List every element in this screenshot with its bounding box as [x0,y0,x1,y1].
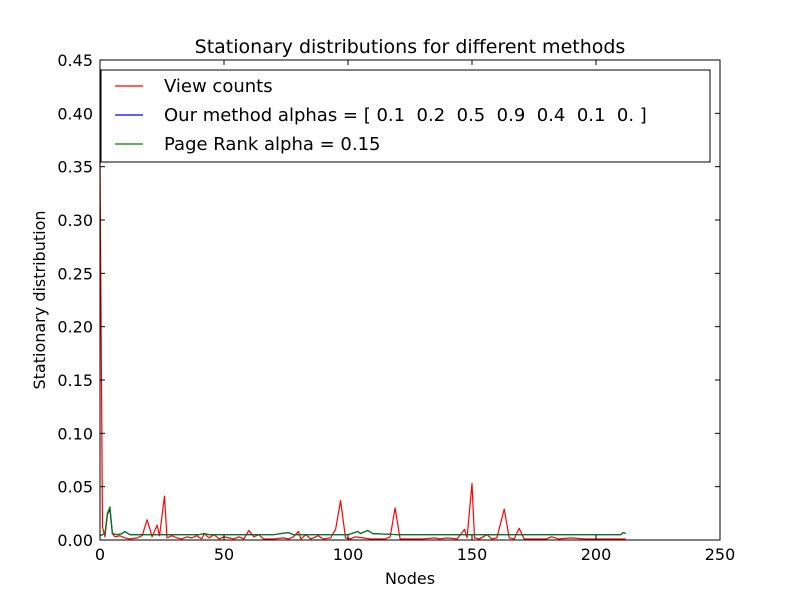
legend-box [100,69,711,163]
y-axis-ticks: 0.00 0.05 0.10 0.15 0.20 0.25 0.30 0.35 0.40 0.45 [57,51,720,550]
legend-label-page-rank: Page Rank alpha = 0.15 [164,134,381,155]
y-tick-label: 0.30 [57,211,93,230]
legend-label-view-counts: View counts [164,76,273,97]
x-axis-ticks: 0 50 100 150 200 250 [95,60,735,564]
x-tick-label: 150 [457,545,488,564]
x-tick-label: 50 [214,545,234,564]
chart-title: Stationary distributions for different m… [195,36,626,58]
series-line-2 [99,506,626,537]
y-tick-label: 0.35 [57,158,93,177]
y-tick-label: 0.20 [57,318,93,337]
y-tick-label: 0.10 [57,424,93,443]
y-tick-label: 0.45 [57,51,93,70]
y-tick-label: 0.25 [57,264,93,283]
x-tick-label: 200 [581,545,612,564]
x-axis-label: Nodes [385,569,435,588]
y-tick-label: 0.40 [57,104,93,123]
y-tick-label: 0.05 [57,478,93,497]
y-tick-label: 0.15 [57,371,93,390]
x-tick-label: 0 [95,545,105,564]
series-line-0 [99,161,626,540]
legend-label-our-method: Our method alphas = [ 0.1 0.2 0.5 0.9 0.… [164,105,647,126]
plot-frame [99,59,721,541]
x-tick-label: 250 [705,545,736,564]
y-tick-label: 0.00 [57,531,93,550]
x-tick-label: 100 [333,545,364,564]
y-axis-label: Stationary distribution [30,211,49,390]
legend: View counts Our method alphas = [ 0.1 0.… [100,69,711,163]
series-layer [99,161,626,540]
